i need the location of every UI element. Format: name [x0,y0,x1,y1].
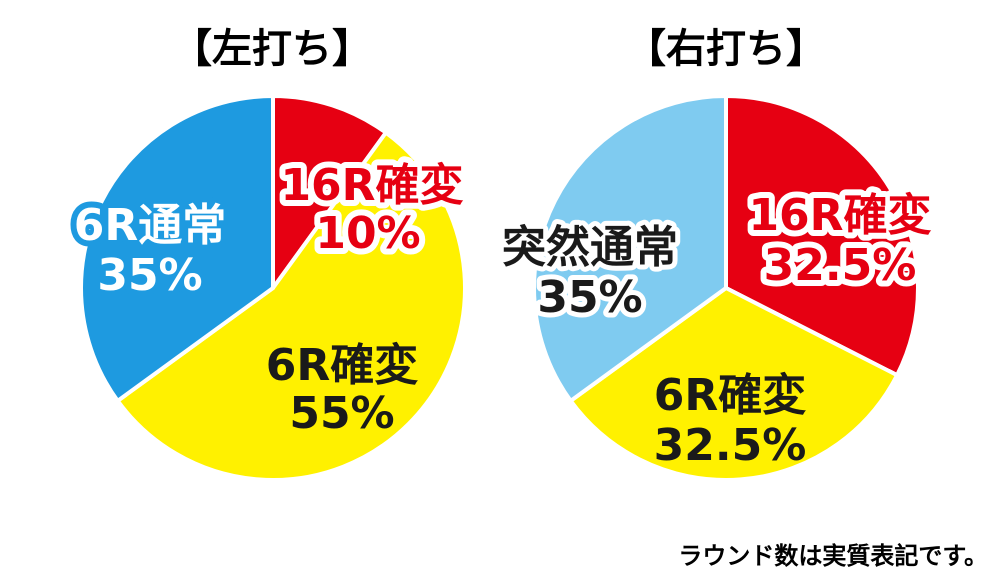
right-slice-value-sudden-normal: 35% [537,272,642,323]
left-slice-value-6r-kakuhen: 55% [289,388,394,439]
left-slice-label-6r-normal: 6R通常 [74,200,227,251]
left-slice-value-6r-normal: 35% [97,250,202,301]
left-slice-label-6r-kakuhen: 6R確変 [266,340,419,391]
right-slice-label-sudden-normal: 突然通常 [502,222,678,273]
right-slice-label-6r-kakuhen: 6R確変 [654,370,807,421]
left-slice-0 [271,93,389,295]
right-slice-value-6r-kakuhen: 32.5% [654,420,807,471]
right-pie-slices [532,93,920,482]
right-pie-chart: 【右打ち】 16R確変 32.5% 突然通常 35% 6R確変 32.5% [497,26,938,482]
right-slice-value-16r: 32.5% [764,240,917,291]
right-slice-2 [532,93,728,404]
right-slice-1 [567,285,900,482]
right-chart-title: 【右打ち】 [626,26,826,72]
footnote: ラウンド数は実質表記です。 [678,542,988,570]
left-chart-title: 【左打ち】 [172,26,372,72]
right-slice-label-16r: 16R確変 [748,190,931,241]
left-slice-1 [114,129,467,482]
left-slice-2 [79,93,275,404]
left-pie-chart: 【左打ち】 16R確変 10% 6R通常 35% 6R確変 55% [68,26,470,482]
left-pie-slices [79,93,467,482]
left-slice-label-16r: 16R確変 [280,160,463,211]
right-slice-0 [724,93,920,378]
left-slice-value-16r: 10% [315,208,420,259]
